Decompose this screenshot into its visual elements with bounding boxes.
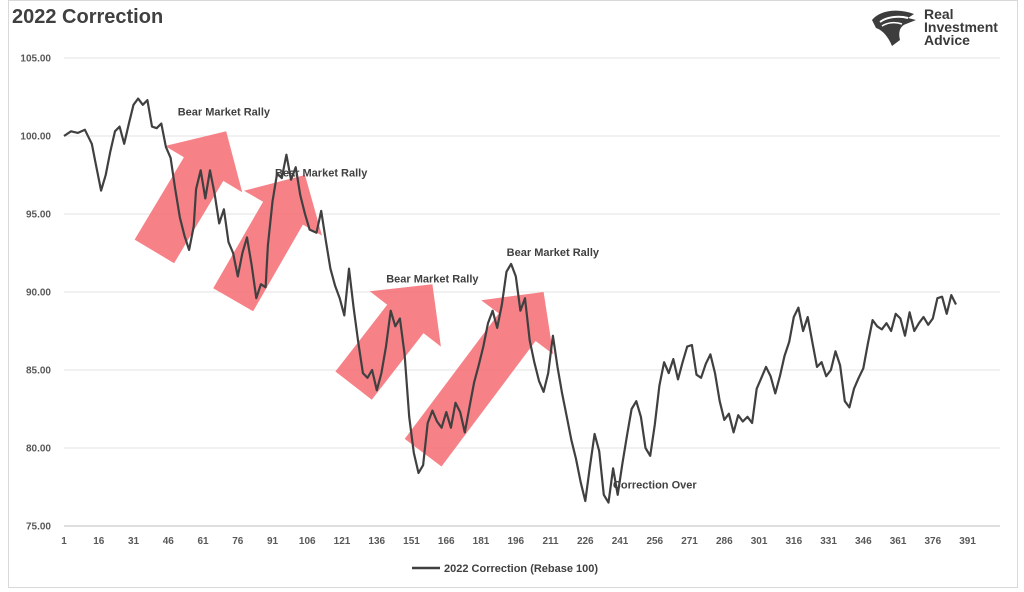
logo-text: Real Investment Advice: [924, 6, 998, 48]
x-tick-label: 166: [438, 536, 455, 547]
logo-line-3: Advice: [924, 32, 970, 48]
logo-line-2: Investment: [924, 19, 998, 35]
brand-logo: Real Investment Advice: [870, 6, 1010, 52]
x-tick-label: 391: [959, 536, 976, 547]
annotation-label: Bear Market Rally: [507, 247, 600, 259]
x-tick-label: 346: [855, 536, 872, 547]
x-tick-label: 31: [128, 536, 140, 547]
rally-arrow-4: [404, 292, 554, 467]
x-tick-label: 361: [890, 536, 907, 547]
rally-arrow-1: [134, 131, 243, 264]
x-tick-label: 76: [232, 536, 244, 547]
series-line: [63, 97, 957, 504]
x-tick-label: 16: [93, 536, 105, 547]
x-tick-label: 136: [368, 536, 385, 547]
annotation-label: Bear Market Rally: [275, 168, 368, 180]
annotation-label: Bear Market Rally: [386, 274, 479, 286]
x-tick-label: 91: [267, 536, 279, 547]
legend-label: 2022 Correction (Rebase 100): [444, 563, 598, 575]
y-tick-label: 100.00: [20, 132, 51, 143]
x-tick-label: 331: [820, 536, 837, 547]
x-tick-label: 211: [542, 536, 559, 547]
chart-title: 2022 Correction: [12, 6, 164, 28]
x-tick-label: 61: [197, 536, 209, 547]
x-tick-label: 106: [299, 536, 316, 547]
x-tick-label: 256: [646, 536, 663, 547]
annotation-label: Bear Market Rally: [178, 107, 271, 119]
x-tick-label: 151: [403, 536, 420, 547]
x-tick-label: 271: [681, 536, 698, 547]
logo-line-1: Real: [924, 6, 954, 22]
y-tick-label: 105.00: [20, 54, 51, 65]
y-tick-label: 85.00: [26, 366, 51, 377]
rally-arrow-3: [335, 284, 441, 400]
y-tick-label: 75.00: [26, 522, 51, 533]
x-tick-label: 46: [163, 536, 175, 547]
y-tick-label: 80.00: [26, 444, 51, 455]
x-tick-label: 226: [577, 536, 594, 547]
eagle-icon: [872, 10, 916, 46]
x-tick-label: 286: [716, 536, 733, 547]
x-tick-label: 241: [612, 536, 629, 547]
x-tick-label: 316: [785, 536, 802, 547]
y-tick-label: 95.00: [26, 210, 51, 221]
chart-frame: [8, 0, 1018, 588]
annotation-label: Correction Over: [613, 480, 697, 492]
y-tick-label: 90.00: [26, 288, 51, 299]
x-tick-label: 1: [61, 536, 67, 547]
x-tick-label: 196: [507, 536, 524, 547]
x-tick-label: 301: [751, 536, 768, 547]
x-tick-label: 121: [334, 536, 351, 547]
x-tick-label: 376: [924, 536, 941, 547]
x-tick-label: 181: [473, 536, 490, 547]
